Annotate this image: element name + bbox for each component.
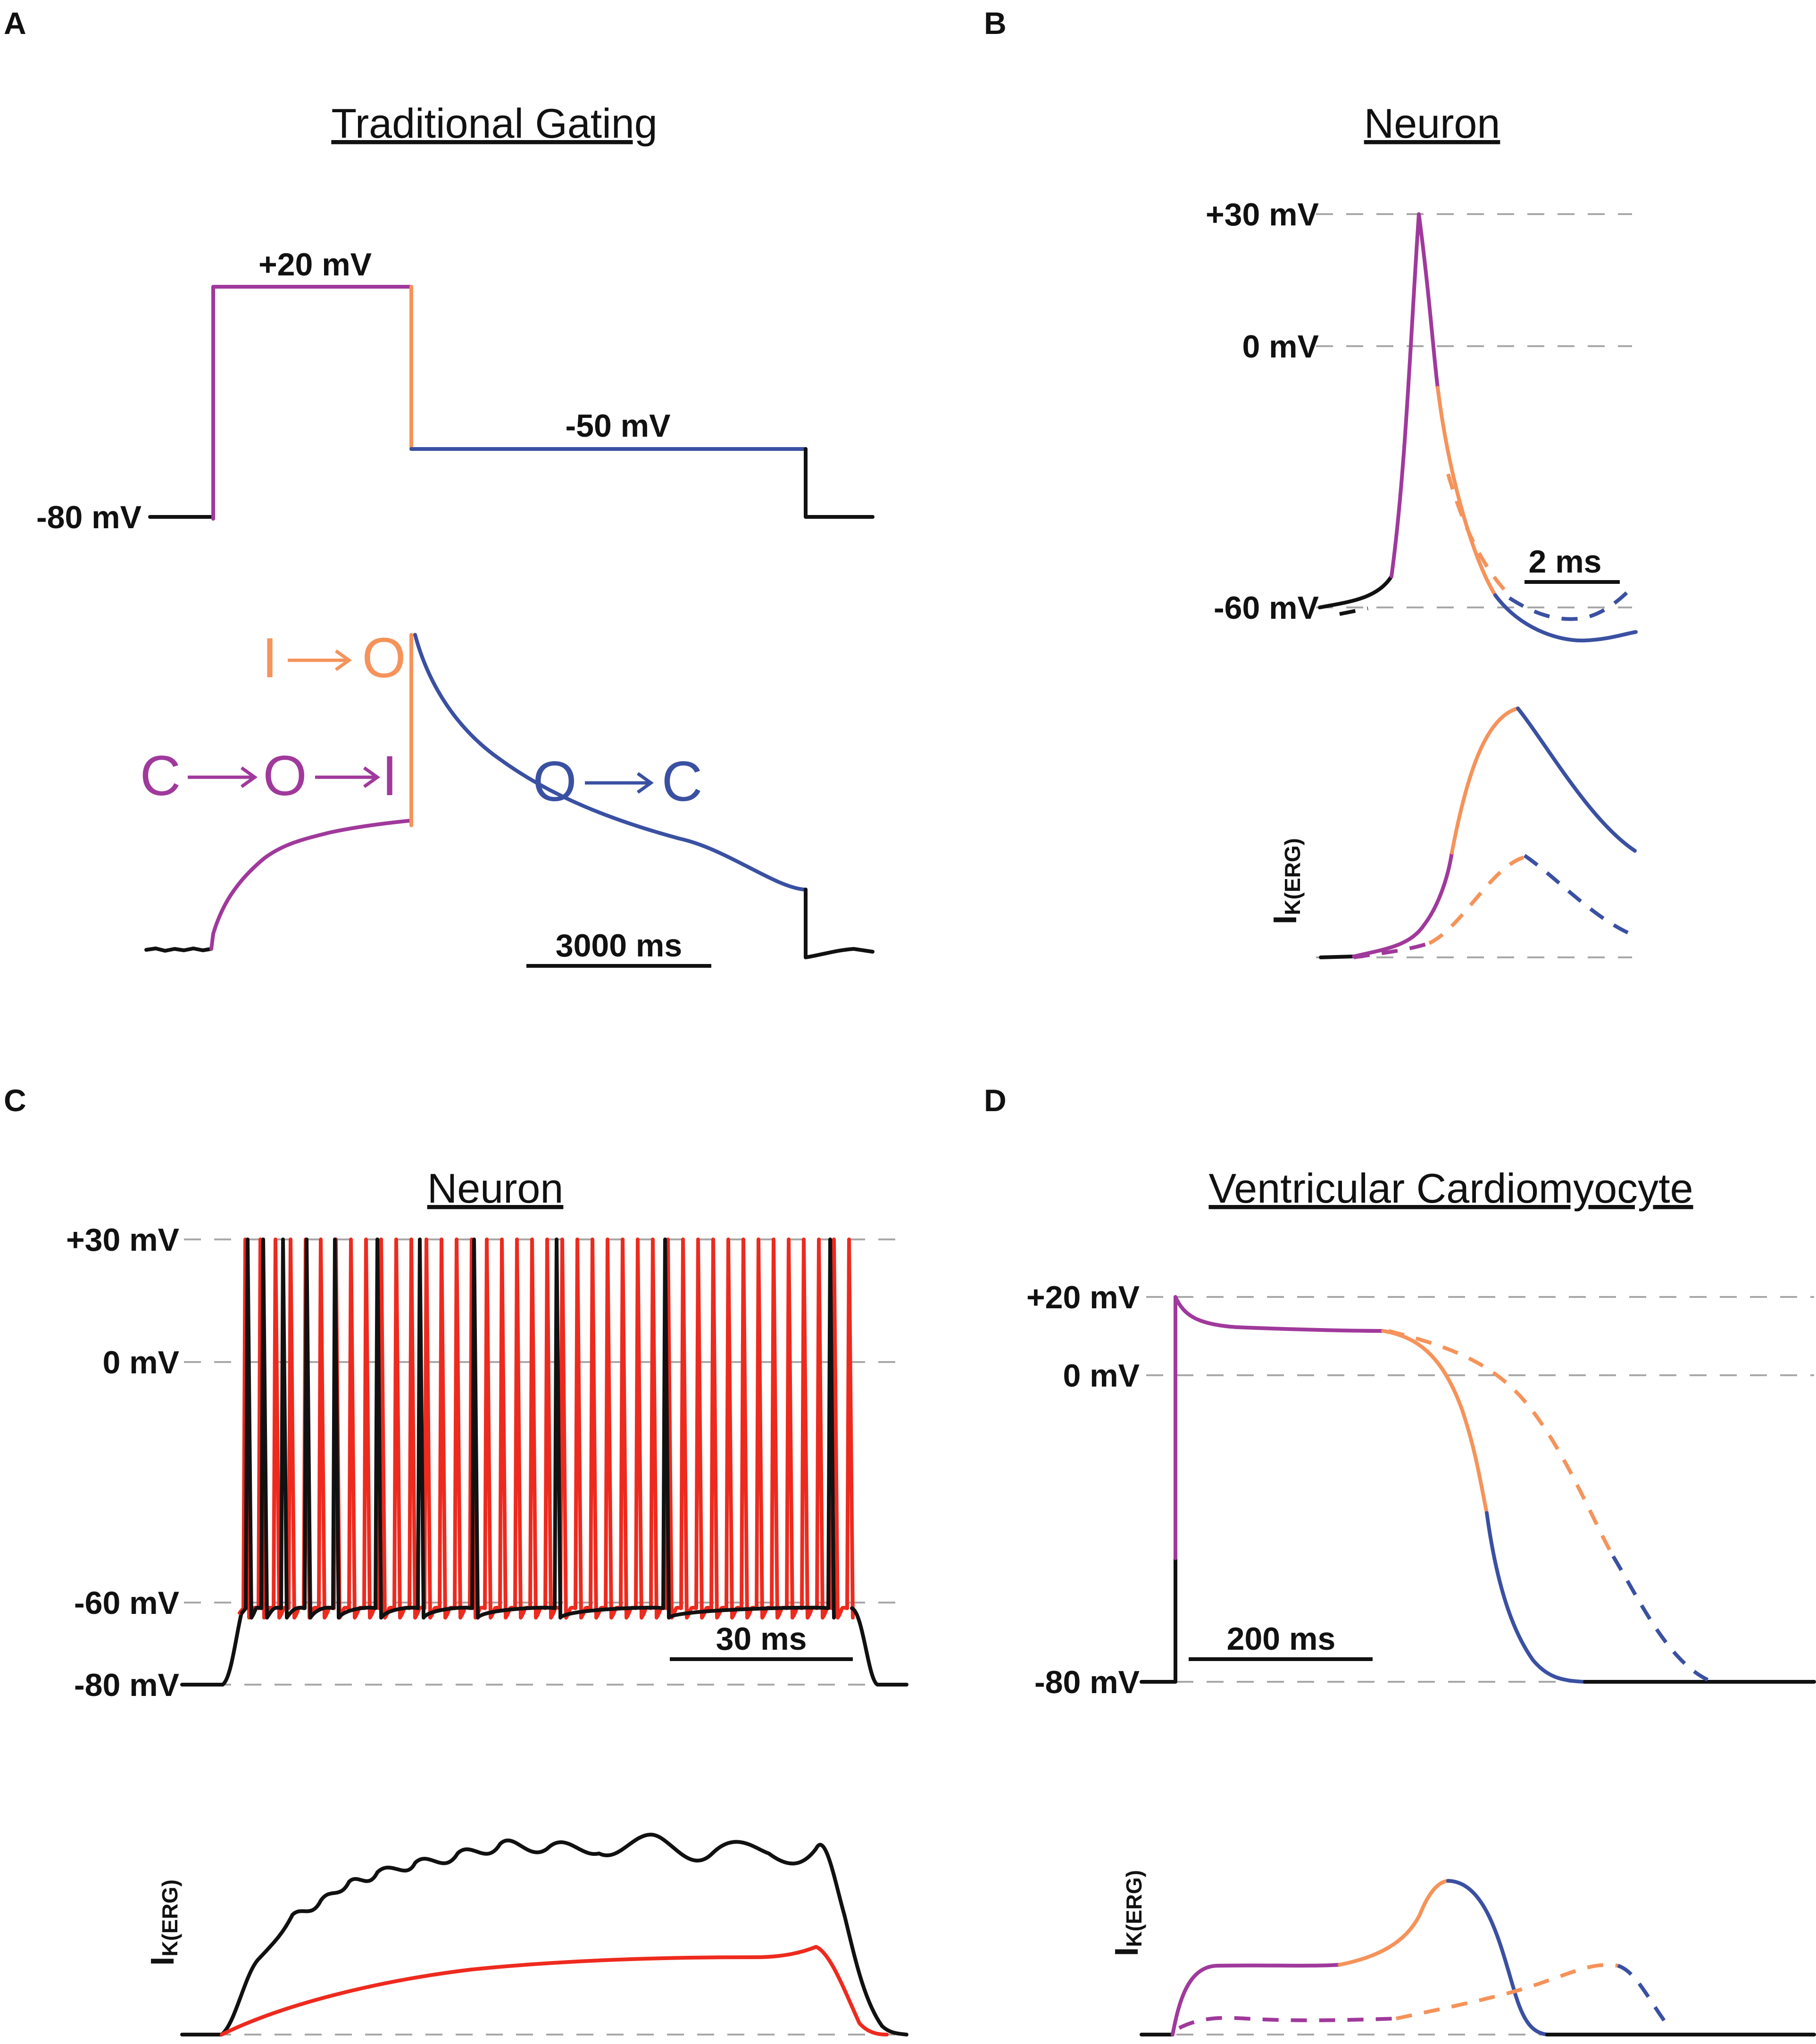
voltage-label-minus60: -60 mV [1214,590,1319,626]
state-i-label: I [262,626,277,690]
cardiac-ap-rest-trace [1140,1556,1177,1684]
ap-afterhyperpolarization-trace [1493,593,1638,643]
state-c-label: C [140,744,181,807]
cardiac-ap-plateau-trace [1174,1295,1385,1560]
current-baseline-after [804,888,875,959]
panel-c-title: Neuron [427,1165,564,1212]
scale-bar-30ms-label: 30 ms [716,1621,807,1657]
panel-d-title: Ventricular Cardiomyocyte [1208,1165,1693,1212]
state-o3-label: O [533,750,576,813]
ikerg-d-rise-trace [1171,1963,1341,2036]
ikerg-black-trace [180,1833,908,2036]
current-axis-label-d: IK(ERG) [1108,1870,1146,1956]
current-axis-label-c: IK(ERG) [144,1879,182,1966]
ikerg-peak-approach-trace [1450,706,1520,855]
current-label-d: IK(ERG) [1108,1870,1146,1956]
current-deactivation-trace [413,633,806,891]
ap-repolarization-trace [1436,386,1497,597]
spike-train-red-trace [238,1238,855,1620]
spike-train-black [240,1238,836,1620]
ikerg-decay-dashed-trace [1523,854,1636,938]
ikerg-d-peak-approach-trace [1338,1879,1450,1967]
voltage-label-minus60-c: -60 mV [74,1585,179,1621]
voltage-label-minus80-c: -80 mV [74,1667,179,1703]
protocol-tail-label: -50 mV [566,408,671,444]
arrow-i-to-o-icon [288,649,352,671]
state-label-c-o-i: C O I [140,744,398,807]
protocol-step-segment [211,285,413,521]
current-label-c: IK(ERG) [144,1879,182,1966]
panel-b-letter: B [984,6,1007,41]
voltage-label-plus20-d: +20 mV [1026,1280,1140,1315]
ap-upstroke-trace [1390,212,1440,578]
protocol-hold-label: -80 mV [36,499,142,535]
state-o2-label: O [263,744,307,807]
ikerg-rise-trace [1352,851,1454,958]
ikerg-decay-trace [1516,706,1637,853]
current-activation-trace [209,819,412,951]
scale-bar-3000ms-label: 3000 ms [556,928,682,964]
spike-train-offset-trace [850,1606,908,1687]
spike-train-red [238,1238,855,1620]
ap-repolarization-dashed-trace [1446,473,1511,597]
arrow-o-to-i-icon [315,766,381,788]
cardiac-ap-final-dashed-trace [1611,1555,1713,1684]
state-o-label: O [362,626,406,690]
panel-c: C Neuron +30 mV 0 mV -60 mV -80 mV 30 ms… [4,1083,908,2036]
ikerg-d-decay-trace [1446,1879,1549,2036]
panel-b-title: Neuron [1364,100,1500,147]
current-baseline-before [144,947,213,953]
state-label-i-to-o: I O [262,626,406,690]
ikerg-d-peak-dashed-trace [1396,1963,1618,2020]
arrow-o-to-c-icon [585,772,654,794]
arrow-c-to-o-icon [188,766,258,788]
panel-a: A Traditional Gating -80 mV +20 mV -50 m… [4,6,875,968]
state-i2-label: I [382,744,397,807]
ikerg-rise-dashed-trace [1353,941,1430,959]
protocol-step-label: +20 mV [258,247,372,283]
ap-foot-dashed-trace [1339,607,1368,616]
cardiac-ap-final-repolarization-trace [1485,1511,1587,1684]
spike-train-onset-trace [180,1611,243,1687]
scale-bar-2ms-label: 2 ms [1529,544,1602,580]
state-c2-label: C [662,750,703,813]
current-axis-label-b: IK(ERG) [1266,838,1305,924]
ikerg-d-rise-dashed-trace [1178,2016,1397,2030]
panel-a-title: Traditional Gating [331,100,657,147]
voltage-label-plus30-c: +30 mV [66,1222,179,1258]
scale-bar-200ms-label: 200 ms [1227,1621,1336,1657]
panel-a-letter: A [4,6,26,41]
voltage-label-plus30: +30 mV [1206,197,1319,233]
ikerg-red-trace [220,1945,889,2036]
ap-afterhyperpolarization-dashed-trace [1508,588,1632,621]
voltage-label-minus80-d: -80 mV [1034,1664,1140,1700]
panel-d: D Ventricular Cardiomyocyte +20 mV 0 mV … [984,1083,1816,2036]
ikerg-baseline-trace [1319,955,1356,959]
panel-b: B Neuron +30 mV 0 mV -60 mV 2 ms IK(ERG) [984,6,1638,959]
spike-train-black-trace [240,1238,836,1620]
voltage-label-zero: 0 mV [1242,329,1319,365]
cardiac-ap-repolarization-trace [1381,1329,1489,1515]
panel-d-letter: D [984,1083,1007,1118]
voltage-label-zero-d: 0 mV [1063,1358,1140,1394]
ikerg-d-decay-dashed-trace [1617,1964,1672,2029]
cardiac-ap-repolarization-dashed-trace [1388,1329,1615,1557]
panel-c-letter: C [4,1083,26,1118]
state-label-o-to-c: O C [533,750,702,813]
ap-foot-trace [1318,574,1393,609]
voltage-label-zero-c: 0 mV [102,1345,179,1380]
current-label-b: IK(ERG) [1266,838,1305,924]
protocol-return-segment [804,447,875,519]
ikerg-peak-dashed-trace [1428,856,1524,945]
